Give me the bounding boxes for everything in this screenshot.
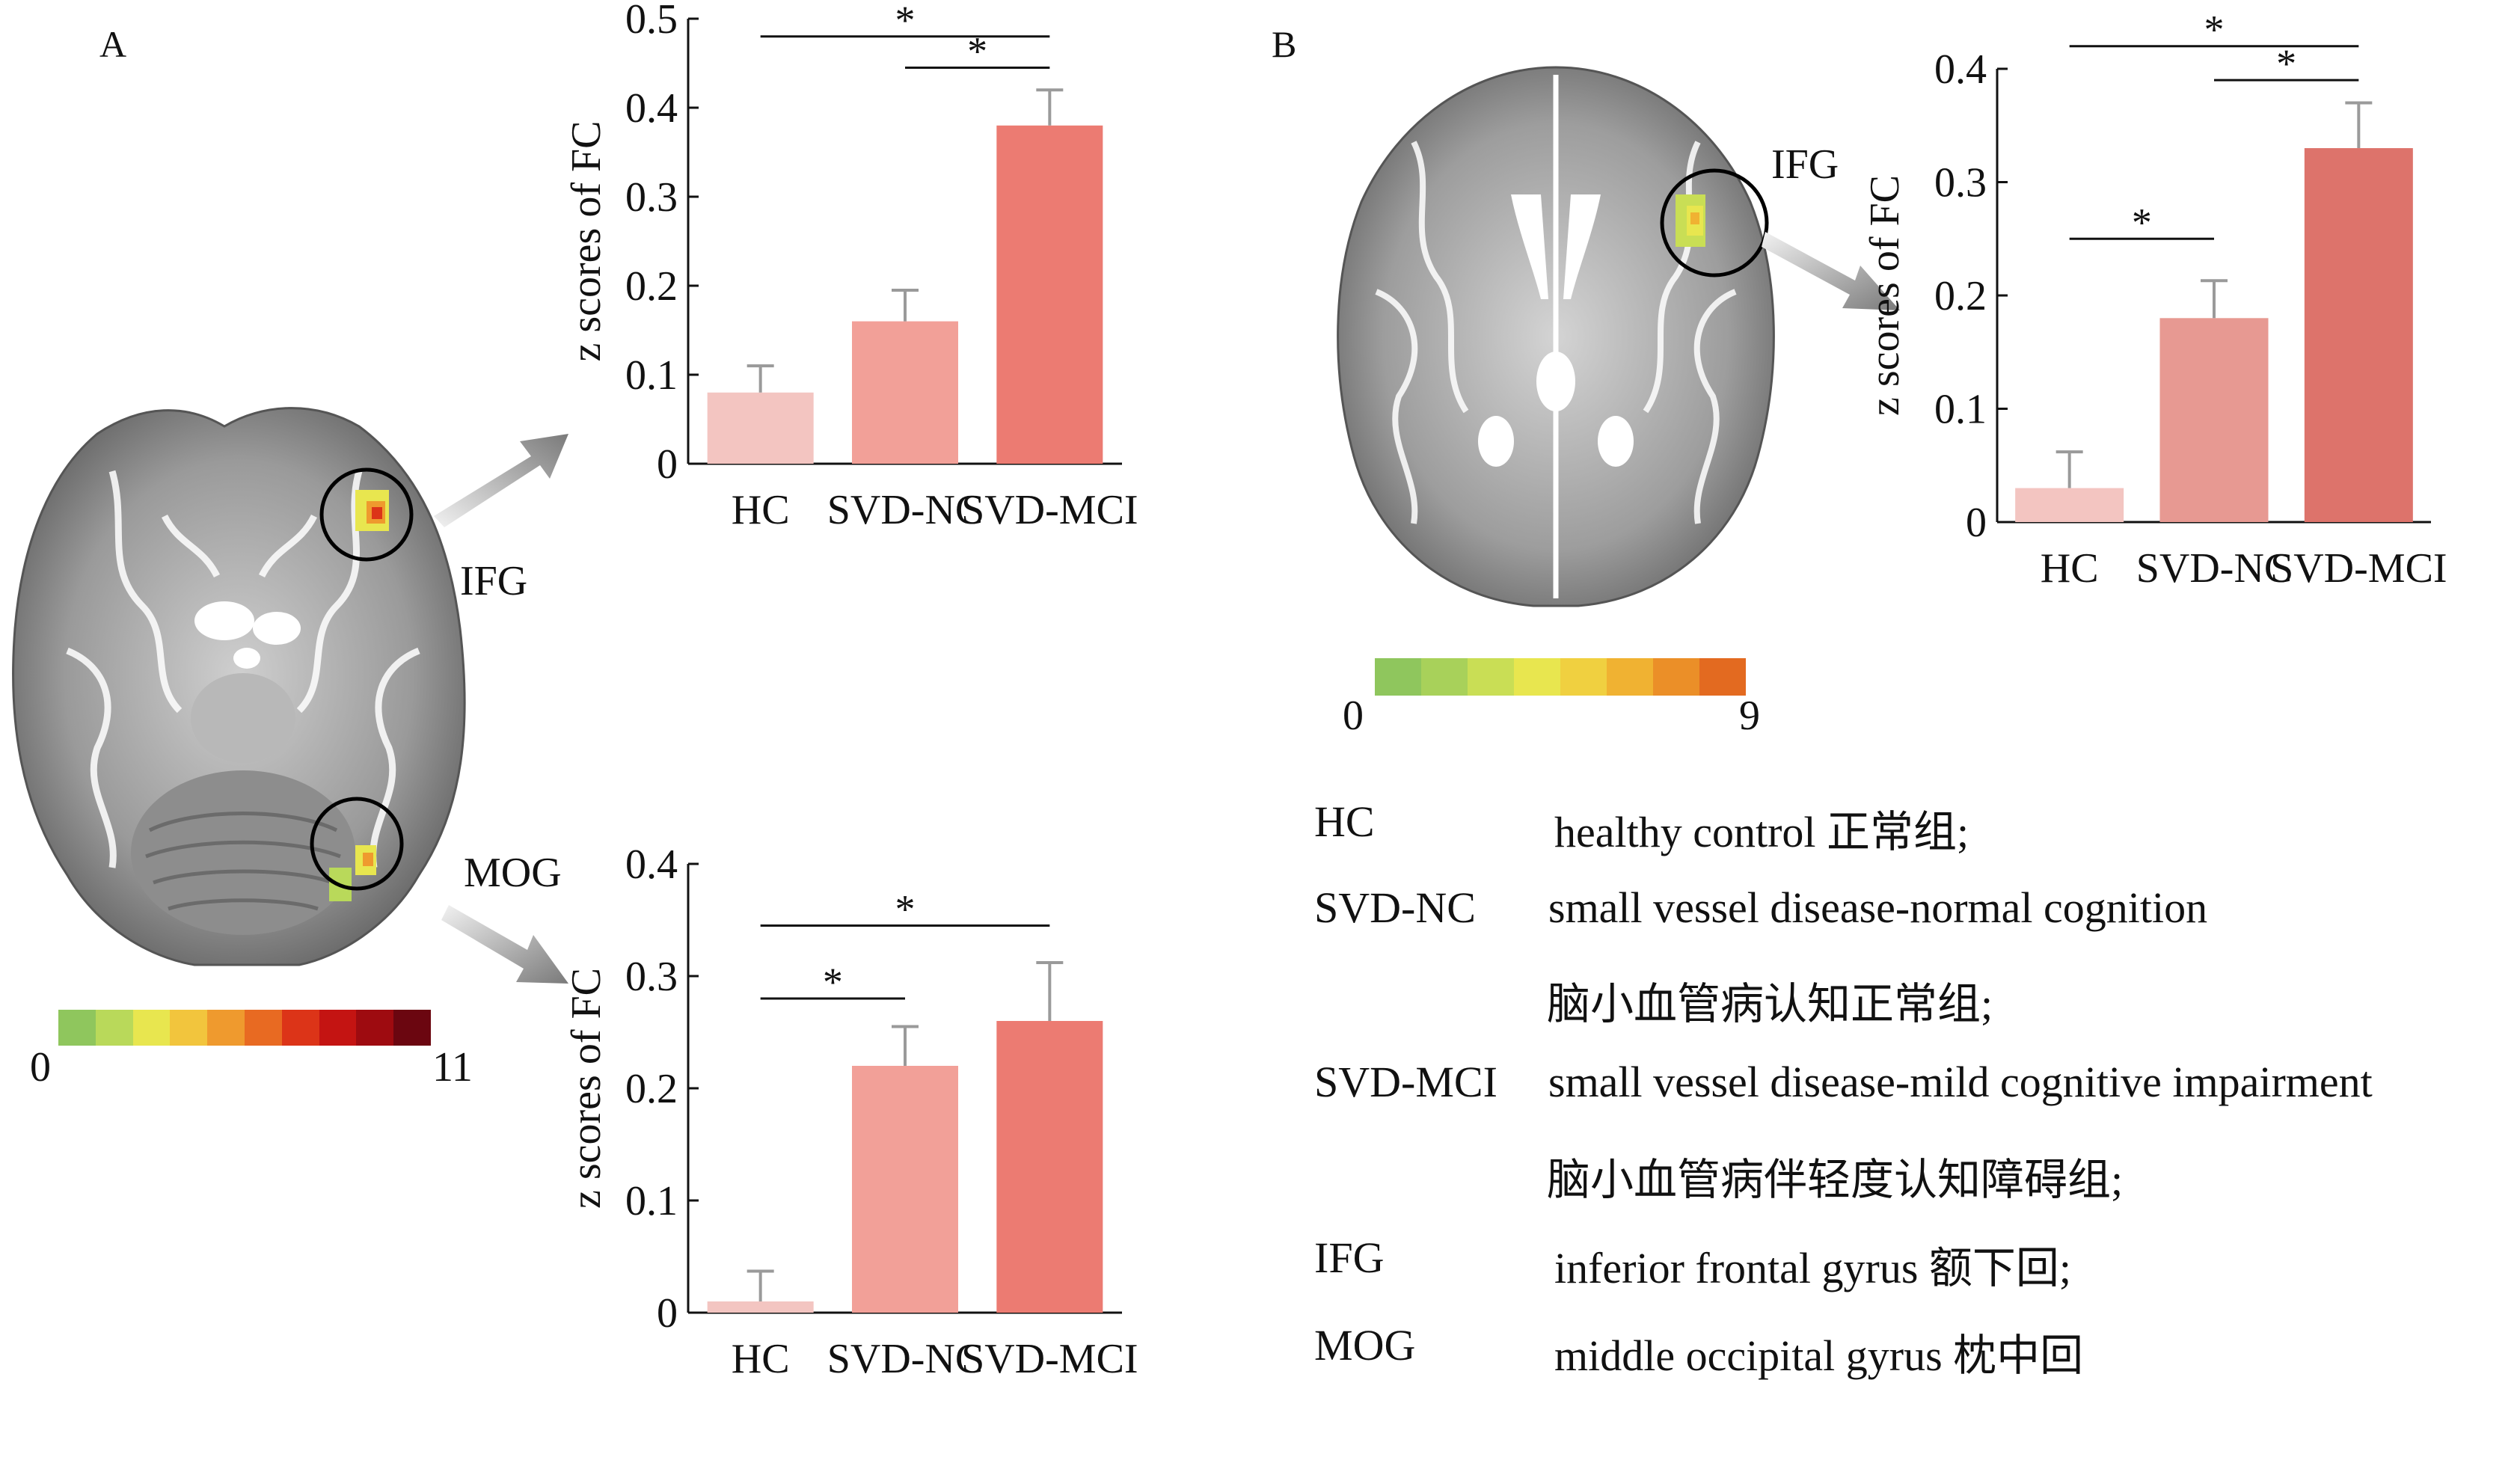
y-axis-label: z scores of FC [1862, 175, 1908, 416]
x-tick-label: SVD-MCI [2270, 545, 2447, 592]
y-tick-label: 0 [657, 441, 678, 488]
y-tick-label: 0.1 [1934, 387, 1987, 433]
x-tick-label: SVD-MCI [961, 487, 1138, 533]
colorbar-a-max: 11 [432, 1044, 473, 1091]
colorbar-a-segment [393, 1010, 431, 1046]
colorbar-a-segment [356, 1010, 394, 1046]
colorbar-a-segment [132, 1010, 171, 1046]
bar-chart-a-ifg: 0 0.1 0.2 0.3 0.4 0.5 z scores of FC HC SVD-NCSV… [563, 0, 1138, 533]
y-tick-label: 0.4 [625, 85, 678, 132]
colorbar-b-max: 9 [1739, 693, 1760, 739]
y-axis-label: z scores of FC [563, 121, 610, 362]
legend-abbreviation: SVD-NC [1314, 883, 1476, 932]
colorbar-b-segment [1560, 658, 1607, 696]
legend-description: 脑小血管病认知正常组; [1547, 980, 1993, 1028]
y-tick-label: 0.3 [625, 954, 678, 1000]
bar-svd-nc [852, 1066, 958, 1313]
x-tick-label: SVD-NC [2136, 545, 2292, 592]
y-tick-label: 0.3 [625, 174, 678, 221]
bar-chart-a-mog: 0 0.1 0.2 0.3 0.4 z scores of FC HC SVD-NCSVD-M… [563, 841, 1138, 1382]
colorbar-a-segment [58, 1010, 96, 1046]
panel-letter-b: B [1272, 23, 1297, 65]
y-axis-label: z scores of FC [563, 968, 610, 1209]
brain-scan-a [12, 407, 466, 966]
y-tick-label: 0.1 [625, 352, 678, 399]
mog-circle-a [310, 797, 404, 891]
colorbar-a-segment [319, 1010, 357, 1046]
significance-star: * [967, 28, 987, 73]
bar-svd-mci [996, 1021, 1103, 1313]
bar-svd-mci [996, 125, 1103, 464]
y-tick-label: 0.2 [1934, 273, 1987, 319]
significance-star: * [2204, 7, 2225, 52]
bar-hc [2015, 488, 2124, 522]
colorbar-a [58, 1010, 431, 1046]
colorbar-a-segment [281, 1010, 319, 1046]
y-tick-label: 0 [1966, 500, 1987, 546]
colorbar-b-segment [1375, 658, 1421, 696]
y-tick-label: 0.4 [1934, 46, 1987, 93]
legend-abbreviation: MOG [1314, 1321, 1416, 1370]
y-tick-label: 0 [657, 1290, 678, 1337]
y-tick-label: 0.2 [625, 1066, 678, 1112]
roi-label-mog-a: MOG [464, 850, 562, 896]
colorbar-b [1375, 658, 1746, 696]
legend-description: healthy control 正常组; [1554, 808, 1969, 856]
x-tick-label: SVD-MCI [961, 1336, 1138, 1382]
ifg-circle-a [319, 467, 414, 562]
bar-svd-mci [2304, 148, 2413, 523]
bar-svd-nc [2159, 318, 2269, 522]
arrow-icon-ifg-a [434, 434, 568, 527]
legend-description: middle occipital gyrus 枕中回 [1554, 1331, 2084, 1380]
colorbar-a-segment [170, 1010, 208, 1046]
colorbar-b-segment [1514, 658, 1560, 696]
x-tick-label: HC [732, 487, 790, 533]
colorbar-b-min: 0 [1343, 693, 1364, 739]
colorbar-b-segment [1421, 658, 1468, 696]
colorbar-a-segment [244, 1010, 282, 1046]
x-tick-label: SVD-NC [827, 1336, 983, 1382]
ifg-cluster-a [355, 490, 389, 531]
ifg-cluster-b [1676, 194, 1705, 247]
significance-star: * [895, 887, 916, 932]
legend-abbreviation: HC [1314, 797, 1375, 846]
roi-label-ifg-a: IFG [460, 558, 528, 604]
brain-scan-b [1337, 66, 1775, 607]
y-tick-label: 0.3 [1934, 160, 1987, 206]
y-tick-label: 0.5 [625, 0, 678, 43]
colorbar-b-segment [1699, 658, 1746, 696]
colorbar-b-segment [1607, 658, 1653, 696]
panel-letter-a: A [99, 23, 127, 65]
colorbar-a-segment [207, 1010, 245, 1046]
colorbar-b-segment [1653, 658, 1699, 696]
significance-star: * [2132, 200, 2152, 245]
roi-label-ifg-b: IFG [1771, 141, 1839, 188]
legend-description: 脑小血管病伴轻度认知障碍组; [1547, 1156, 2124, 1204]
y-tick-label: 0.2 [625, 263, 678, 310]
significance-star: * [823, 960, 843, 1005]
legend-description: inferior frontal gyrus 额下回; [1554, 1244, 2072, 1292]
x-tick-label: HC [732, 1336, 790, 1382]
significance-star: * [895, 0, 916, 43]
significance-star: * [2276, 41, 2296, 86]
bar-hc [707, 1301, 814, 1313]
x-tick-label: SVD-NC [827, 487, 983, 533]
bar-chart-b-ifg: 0 0.1 0.2 0.3 0.4 z scores of FC HC SVD-NCSVD-M… [1862, 7, 2447, 592]
colorbar-a-segment [95, 1010, 133, 1046]
legend-abbreviation: IFG [1314, 1233, 1385, 1282]
legend-description: small vessel disease-mild cognitive impa… [1548, 1058, 2373, 1106]
colorbar-a-min: 0 [30, 1044, 51, 1091]
arrow-icon-mog-a [441, 905, 568, 984]
ifg-circle-b [1660, 168, 1769, 277]
colorbar-b-segment [1468, 658, 1514, 696]
bar-svd-nc [852, 321, 958, 464]
y-tick-label: 0.4 [625, 841, 678, 888]
legend-description: small vessel disease-normal cognition [1548, 883, 2208, 932]
bar-hc [707, 392, 814, 464]
legend-abbreviation: SVD-MCI [1314, 1058, 1497, 1106]
x-tick-label: HC [2041, 545, 2099, 592]
arrow-icon-ifg-b [1762, 232, 1900, 310]
y-tick-label: 0.1 [625, 1178, 678, 1224]
